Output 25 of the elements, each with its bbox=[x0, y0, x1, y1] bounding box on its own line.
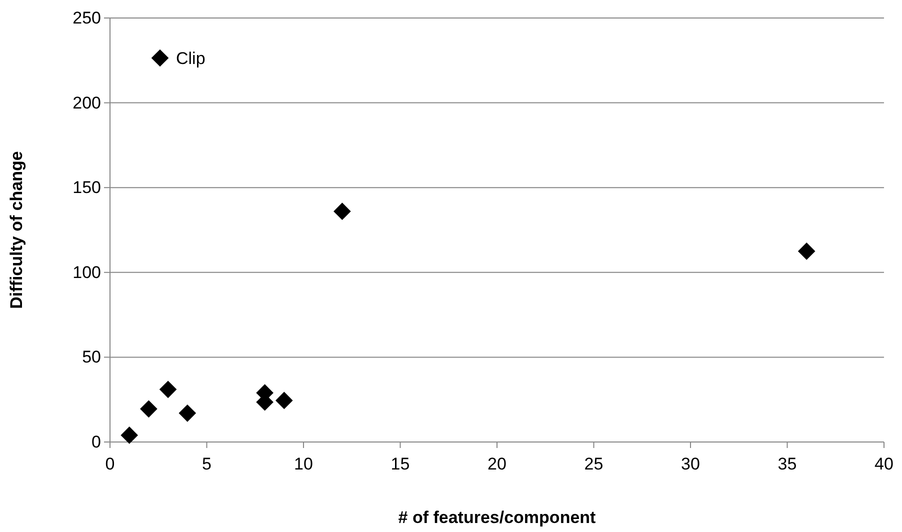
x-axis-title: # of features/component bbox=[398, 508, 596, 527]
x-tick-label: 40 bbox=[874, 454, 894, 474]
point bbox=[140, 400, 158, 418]
y-tick-label: 200 bbox=[72, 93, 101, 112]
point bbox=[798, 242, 816, 260]
x-tick-label: 35 bbox=[778, 454, 797, 474]
x-tick-label: 20 bbox=[488, 454, 506, 474]
y-tick-label: 250 bbox=[72, 8, 101, 28]
point bbox=[178, 404, 196, 422]
x-tick-label: 15 bbox=[390, 454, 410, 474]
x-tick-label: 5 bbox=[202, 454, 212, 474]
point bbox=[159, 380, 177, 398]
x-tick-label: 25 bbox=[584, 454, 604, 474]
x-tick-label: 0 bbox=[105, 454, 115, 474]
point bbox=[275, 392, 293, 410]
x-tick-label: 10 bbox=[294, 454, 313, 474]
y-tick-label: 150 bbox=[72, 178, 101, 198]
x-tick-label: 30 bbox=[681, 454, 700, 474]
legend-label: Clip bbox=[176, 49, 206, 68]
y-tick-label: 0 bbox=[92, 432, 101, 452]
y-tick-label: 50 bbox=[82, 348, 101, 367]
y-axis-title: Difficulty of change bbox=[7, 151, 26, 309]
point bbox=[334, 202, 351, 220]
point bbox=[120, 426, 138, 444]
y-tick-label: 100 bbox=[72, 262, 101, 282]
